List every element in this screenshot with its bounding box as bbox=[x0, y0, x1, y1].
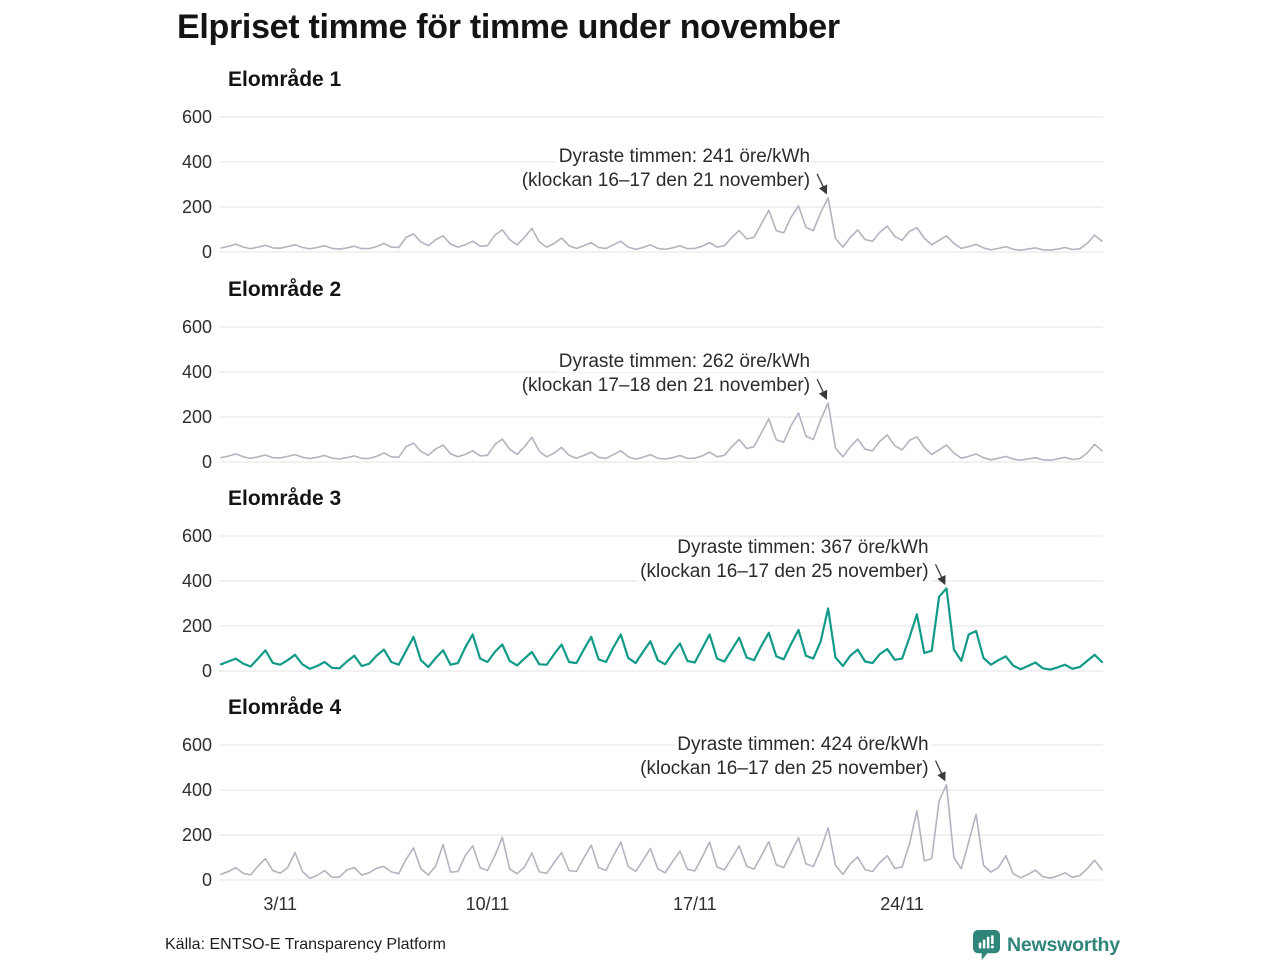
annotation-line2: (klockan 16–17 den 25 november) bbox=[638, 758, 931, 779]
peak-annotation-elomrade-2: Dyraste timmen: 262 öre/kWh (klockan 17–1… bbox=[519, 350, 813, 398]
y-tick-label: 600 bbox=[181, 107, 212, 127]
page-title: Elpriset timme för timme under november bbox=[177, 8, 840, 46]
peak-arrow bbox=[934, 760, 946, 782]
x-tick-label: 3/11 bbox=[263, 894, 298, 914]
peak-arrow bbox=[934, 564, 946, 586]
source-note: Källa: ENTSO-E Transparency Platform bbox=[165, 936, 446, 953]
annotation-line2: (klockan 16–17 den 25 november) bbox=[638, 561, 931, 582]
annotation-line2: (klockan 17–18 den 21 november) bbox=[519, 375, 813, 396]
y-tick-label: 400 bbox=[181, 152, 212, 172]
y-tick-label: 0 bbox=[201, 870, 212, 890]
annotation-line2: (klockan 16–17 den 21 november) bbox=[519, 170, 813, 191]
y-tick-label: 400 bbox=[181, 780, 212, 800]
y-tick-label: 600 bbox=[181, 526, 212, 546]
elomrade-4-price-line bbox=[220, 783, 1103, 880]
y-tick-label: 200 bbox=[181, 197, 212, 217]
y-tick-label: 0 bbox=[201, 242, 212, 262]
subplot-title-elomrade-3: Elområde 3 bbox=[228, 487, 342, 510]
y-tick-label: 200 bbox=[181, 616, 212, 636]
x-tick-label: 24/11 bbox=[880, 894, 924, 914]
peak-arrow bbox=[816, 173, 828, 195]
y-tick-label: 0 bbox=[201, 452, 212, 472]
elomrade-1-price-line bbox=[220, 197, 1103, 251]
elomrade-1-plot bbox=[219, 116, 1103, 253]
annotation-line1: Dyraste timmen: 424 öre/kWh bbox=[675, 734, 931, 755]
newsworthy-wordmark: Newsworthy bbox=[1007, 933, 1120, 956]
x-tick-label: 17/11 bbox=[672, 894, 717, 914]
y-tick-label: 400 bbox=[181, 362, 212, 382]
subplot-title-elomrade-2: Elområde 2 bbox=[228, 278, 342, 301]
elomrade-2-plot bbox=[219, 326, 1103, 463]
y-tick-label: 0 bbox=[201, 661, 212, 681]
subplot-title-elomrade-4: Elområde 4 bbox=[228, 696, 342, 719]
peak-annotation-elomrade-1: Dyraste timmen: 241 öre/kWh (klockan 16–1… bbox=[519, 145, 813, 193]
elomrade-2-price-line bbox=[220, 402, 1103, 462]
subplot-title-elomrade-1: Elområde 1 bbox=[228, 68, 342, 91]
y-tick-label: 600 bbox=[181, 735, 212, 755]
peak-annotation-elomrade-3: Dyraste timmen: 367 öre/kWh (klockan 16–1… bbox=[638, 536, 931, 584]
newsworthy-bars-icon bbox=[973, 930, 1000, 960]
elomrade-3-price-line bbox=[219, 587, 1104, 671]
y-tick-label: 400 bbox=[181, 571, 212, 591]
newsworthy-logo: Newsworthy bbox=[973, 930, 1120, 960]
y-tick-label: 200 bbox=[181, 825, 212, 845]
x-tick-label: 10/11 bbox=[465, 894, 510, 914]
annotation-line1: Dyraste timmen: 241 öre/kWh bbox=[556, 146, 813, 167]
annotation-line1: Dyraste timmen: 367 öre/kWh bbox=[675, 537, 931, 558]
peak-arrow bbox=[816, 378, 828, 400]
annotation-line1: Dyraste timmen: 262 öre/kWh bbox=[556, 351, 813, 372]
peak-annotation-elomrade-4: Dyraste timmen: 424 öre/kWh (klockan 16–1… bbox=[638, 733, 931, 781]
y-tick-label: 200 bbox=[181, 407, 212, 427]
elomrade-4-plot bbox=[219, 744, 1103, 881]
y-tick-label: 600 bbox=[181, 317, 212, 337]
